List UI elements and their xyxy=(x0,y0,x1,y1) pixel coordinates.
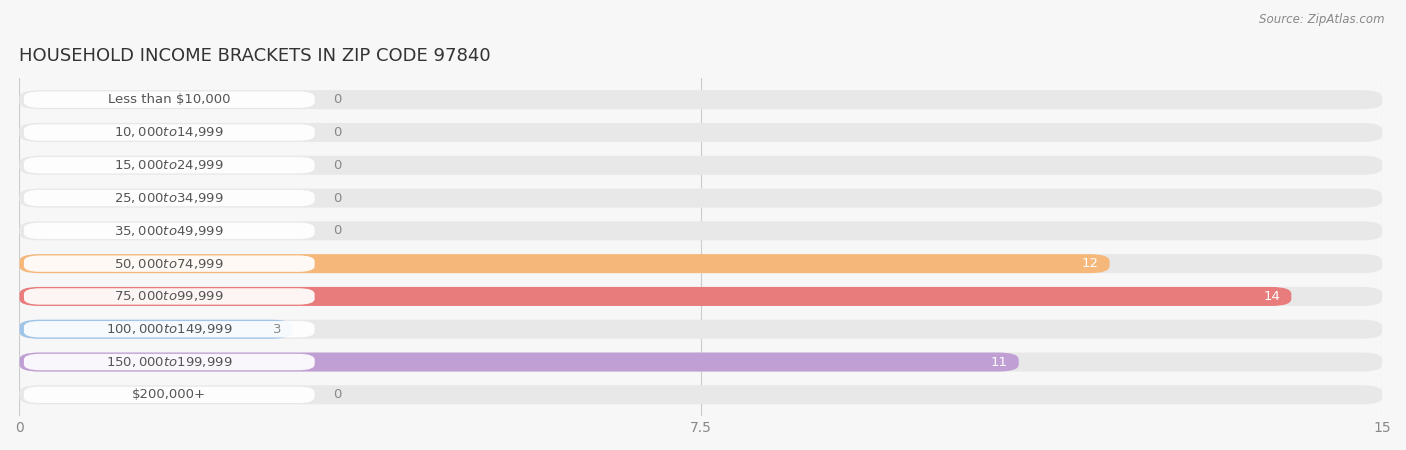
Text: $15,000 to $24,999: $15,000 to $24,999 xyxy=(114,158,224,172)
Text: Less than $10,000: Less than $10,000 xyxy=(108,93,231,106)
FancyBboxPatch shape xyxy=(20,254,1109,273)
Text: HOUSEHOLD INCOME BRACKETS IN ZIP CODE 97840: HOUSEHOLD INCOME BRACKETS IN ZIP CODE 97… xyxy=(20,47,491,65)
FancyBboxPatch shape xyxy=(20,221,1382,240)
FancyBboxPatch shape xyxy=(24,354,315,370)
FancyBboxPatch shape xyxy=(20,287,1291,306)
FancyBboxPatch shape xyxy=(20,156,1382,175)
FancyBboxPatch shape xyxy=(24,124,315,141)
Text: 0: 0 xyxy=(333,93,342,106)
Text: 3: 3 xyxy=(273,323,281,336)
Text: $150,000 to $199,999: $150,000 to $199,999 xyxy=(105,355,232,369)
Text: $100,000 to $149,999: $100,000 to $149,999 xyxy=(105,322,232,336)
Text: $35,000 to $49,999: $35,000 to $49,999 xyxy=(114,224,224,238)
FancyBboxPatch shape xyxy=(24,190,315,206)
Text: Source: ZipAtlas.com: Source: ZipAtlas.com xyxy=(1260,14,1385,27)
FancyBboxPatch shape xyxy=(20,320,292,339)
Text: 11: 11 xyxy=(991,356,1008,369)
Text: 0: 0 xyxy=(333,126,342,139)
FancyBboxPatch shape xyxy=(24,256,315,272)
FancyBboxPatch shape xyxy=(20,352,1382,372)
FancyBboxPatch shape xyxy=(20,385,1382,405)
Text: 0: 0 xyxy=(333,388,342,401)
FancyBboxPatch shape xyxy=(20,352,1019,372)
Text: 0: 0 xyxy=(333,192,342,205)
Text: 0: 0 xyxy=(333,225,342,237)
FancyBboxPatch shape xyxy=(24,321,315,338)
Text: $10,000 to $14,999: $10,000 to $14,999 xyxy=(114,126,224,140)
FancyBboxPatch shape xyxy=(24,223,315,239)
FancyBboxPatch shape xyxy=(20,123,1382,142)
FancyBboxPatch shape xyxy=(24,157,315,173)
FancyBboxPatch shape xyxy=(20,287,1382,306)
Text: 12: 12 xyxy=(1081,257,1098,270)
FancyBboxPatch shape xyxy=(20,189,1382,207)
FancyBboxPatch shape xyxy=(24,91,315,108)
Text: 0: 0 xyxy=(333,159,342,172)
FancyBboxPatch shape xyxy=(20,320,1382,339)
FancyBboxPatch shape xyxy=(24,288,315,305)
Text: $50,000 to $74,999: $50,000 to $74,999 xyxy=(114,256,224,270)
Text: $75,000 to $99,999: $75,000 to $99,999 xyxy=(114,289,224,303)
FancyBboxPatch shape xyxy=(20,90,1382,109)
Text: 14: 14 xyxy=(1264,290,1281,303)
FancyBboxPatch shape xyxy=(24,387,315,403)
Text: $200,000+: $200,000+ xyxy=(132,388,207,401)
Text: $25,000 to $34,999: $25,000 to $34,999 xyxy=(114,191,224,205)
FancyBboxPatch shape xyxy=(20,254,1382,273)
